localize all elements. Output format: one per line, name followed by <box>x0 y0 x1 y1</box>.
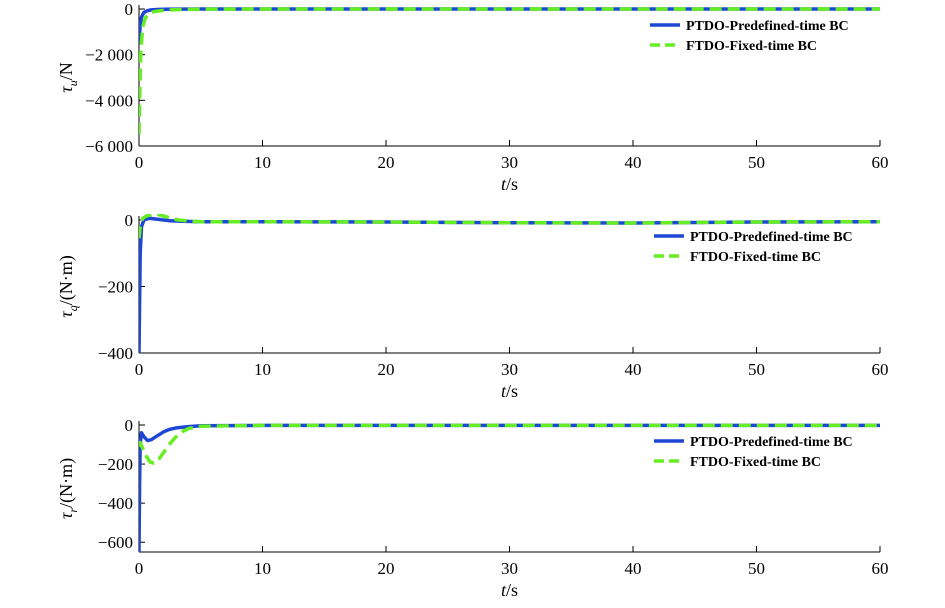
y-axis-label-unit: /(N·m) <box>56 458 77 508</box>
y-tick-label: −400 <box>98 494 133 513</box>
y-axis-label: τu/N <box>56 62 80 92</box>
x-tick-label: 40 <box>625 559 642 578</box>
y-axis-label-unit: /N <box>56 62 76 80</box>
legend-label-ptdo: PTDO-Predefined-time BC <box>690 435 853 450</box>
y-tick-label: −200 <box>98 278 133 297</box>
x-tick-label: 50 <box>748 153 765 172</box>
legend: PTDO-Predefined-time BC FTDO-Fixed-time B… <box>650 19 849 54</box>
y-tick-label: 0 <box>125 0 134 19</box>
x-tick-label: 0 <box>135 559 144 578</box>
x-tick-label: 10 <box>254 559 271 578</box>
y-axis-label-symbol: τ <box>56 86 76 93</box>
x-tick-label: 40 <box>625 360 642 379</box>
y-tick-label: 0 <box>125 416 134 435</box>
y-tick-label: −200 <box>98 455 133 474</box>
chart-panel-2: 0 10 20 30 40 50 60 0 −200 −400 t/s τq/(N·m) PTDO-Pr… <box>56 211 889 401</box>
legend: PTDO-Predefined-time BC FTDO-Fixed-time B… <box>654 230 853 265</box>
x-axis-label-unit: /s <box>506 174 518 194</box>
series-line-ftdo <box>139 7 880 135</box>
x-tick-label: 50 <box>748 360 765 379</box>
y-tick-label: −6 000 <box>85 137 133 156</box>
x-tick-label: 50 <box>748 559 765 578</box>
y-axis-label-symbol: τ <box>56 512 76 519</box>
series-line-ftdo <box>139 214 881 239</box>
y-tick-label: −400 <box>98 344 133 363</box>
legend-label-ftdo: FTDO-Fixed-time BC <box>690 455 821 470</box>
x-tick-label: 60 <box>872 153 889 172</box>
x-tick-label: 20 <box>378 360 395 379</box>
x-tick-label: 0 <box>135 360 144 379</box>
x-tick-label: 40 <box>625 153 642 172</box>
y-axis-label-subscript: q <box>66 305 80 311</box>
legend-label-ftdo: FTDO-Fixed-time BC <box>686 39 817 54</box>
y-axis-label: τq/(N·m) <box>56 255 80 317</box>
y-tick-label: −2 000 <box>85 46 133 65</box>
y-tick-label: −4 000 <box>85 91 133 110</box>
legend-label-ptdo: PTDO-Predefined-time BC <box>686 19 849 34</box>
y-axis-label-subscript: u <box>66 80 80 86</box>
x-axis-label: t/s <box>501 381 518 401</box>
x-tick-label: 10 <box>254 360 271 379</box>
x-axis-label: t/s <box>501 174 518 194</box>
y-axis-label-unit: /(N·m) <box>56 255 77 305</box>
x-tick-label: 60 <box>872 360 889 379</box>
x-tick-label: 0 <box>135 153 144 172</box>
legend-label-ptdo: PTDO-Predefined-time BC <box>690 230 853 245</box>
x-axis-label: t/s <box>501 580 518 600</box>
legend: PTDO-Predefined-time BC FTDO-Fixed-time B… <box>654 435 853 470</box>
y-axis-label-subscript: r <box>66 508 80 513</box>
y-tick-label: 0 <box>125 211 134 230</box>
x-tick-label: 20 <box>378 153 395 172</box>
x-tick-label: 30 <box>501 153 518 172</box>
legend-label-ftdo: FTDO-Fixed-time BC <box>690 250 821 265</box>
x-axis-label-unit: /s <box>506 381 518 401</box>
x-axis-label-var: t <box>501 580 507 600</box>
x-axis-label-var: t <box>501 381 507 401</box>
x-tick-label: 20 <box>378 559 395 578</box>
x-tick-label: 30 <box>501 360 518 379</box>
x-tick-label: 10 <box>254 153 271 172</box>
x-tick-label: 60 <box>872 559 889 578</box>
y-axis-label: τr/(N·m) <box>56 458 80 519</box>
x-axis-label-var: t <box>501 174 507 194</box>
x-tick-label: 30 <box>501 559 518 578</box>
chart-panel-3: 0 10 20 30 40 50 60 0 −200 −400 −600 t/s τr/(N·m) PTD… <box>56 416 889 600</box>
y-tick-label: −600 <box>98 533 133 552</box>
y-axis-label-symbol: τ <box>56 311 76 318</box>
x-axis-label-unit: /s <box>506 580 518 600</box>
chart-panel-1: 0 10 20 30 40 50 60 0 −2 000 −4 000 −6 000 t/s τu/N P… <box>56 0 889 194</box>
series-line-ftdo <box>139 423 880 465</box>
